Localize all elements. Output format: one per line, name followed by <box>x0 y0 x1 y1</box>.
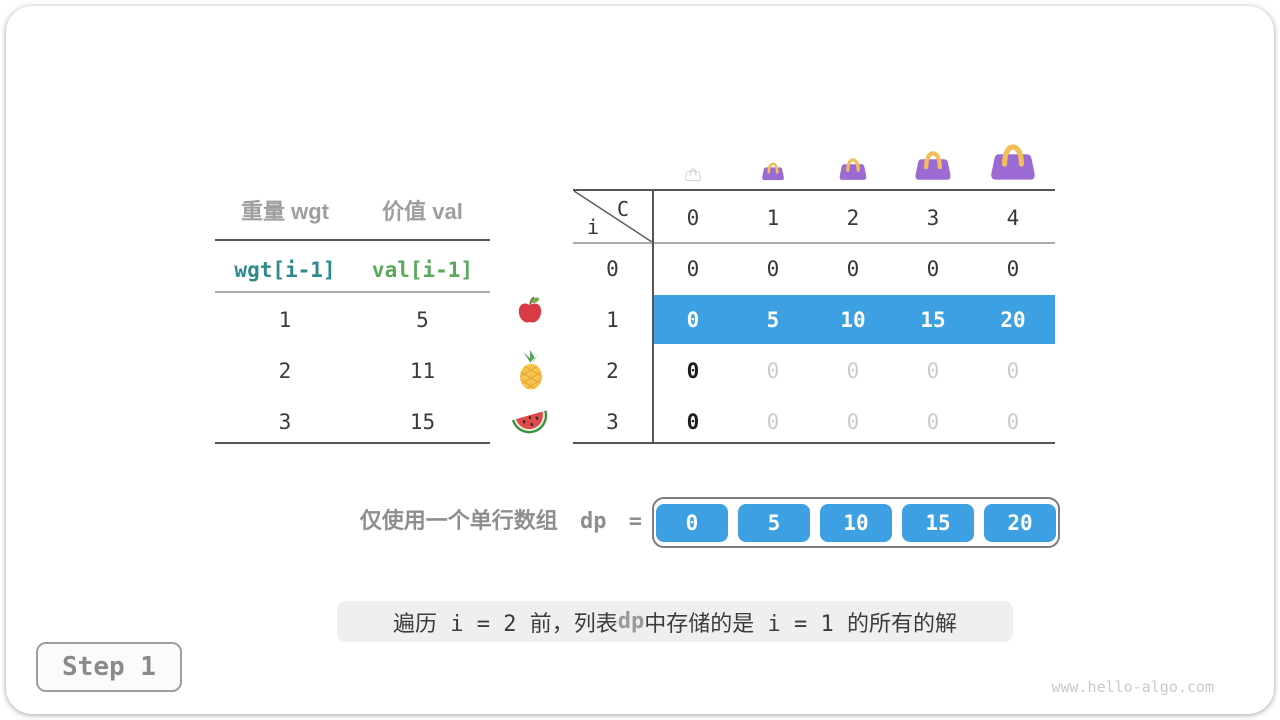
value-column-header: 价值 val <box>382 199 463 224</box>
empty-bag-icon <box>684 166 702 181</box>
weight-column-header: 重量 wgt <box>241 199 329 224</box>
value-subheader: val[i-1] <box>371 258 474 282</box>
dp-corner-diagonal <box>574 191 652 242</box>
dp-row-label: 3 <box>606 410 619 434</box>
capacity-header: 4 <box>1006 206 1020 230</box>
bag-icon <box>912 146 954 181</box>
dp-cell: 0 <box>846 410 860 434</box>
dp-cell: 15 <box>920 308 946 332</box>
dp-cell: 0 <box>846 257 860 281</box>
items-table-mid-rule <box>215 291 490 293</box>
dp-cell: 0 <box>686 257 700 281</box>
dp-array-cell: 10 <box>820 503 892 542</box>
dp-corner-capacity-label: C <box>616 197 630 221</box>
capacity-header: 2 <box>846 206 860 230</box>
dp-array-label: 仅使用一个单行数组 dp = <box>300 507 642 537</box>
dp-cell: 0 <box>686 410 700 434</box>
step-badge: Step 1 <box>36 642 182 692</box>
dp-cell: 0 <box>686 359 700 383</box>
dp-array-label-equals: = <box>628 509 642 534</box>
capacity-header: 3 <box>926 206 940 230</box>
dp-cell: 0 <box>926 359 940 383</box>
dp-cell: 20 <box>1000 308 1026 332</box>
dp-cell: 0 <box>766 359 780 383</box>
dp-row-label: 1 <box>606 308 619 332</box>
dp-table-vertical-rule <box>652 189 654 444</box>
figure-card <box>6 6 1274 714</box>
caption-part2: 中存储的是 i = 1 的所有的解 <box>644 611 957 637</box>
dp-cell: 5 <box>766 308 780 332</box>
dp-array-cell: 5 <box>738 503 810 542</box>
dp-cell: 0 <box>926 410 940 434</box>
capacity-header: 1 <box>766 206 780 230</box>
item-weight-cell: 3 <box>278 410 292 434</box>
caption: 遍历 i = 2 前，列表 dp 中存储的是 i = 1 的所有的解 <box>337 601 1013 642</box>
apple-icon <box>513 293 559 339</box>
dp-cell: 0 <box>766 257 780 281</box>
dp-cell: 0 <box>926 257 940 281</box>
dp-array-box: 0 5 10 15 20 <box>652 497 1060 548</box>
dp-table-top-rule <box>573 189 1055 191</box>
dp-array-cell: 15 <box>902 503 974 542</box>
dp-row-label: 2 <box>606 359 619 383</box>
dp-array-cell: 0 <box>656 503 728 542</box>
dp-array-cell: 20 <box>984 503 1056 542</box>
item-weight-cell: 2 <box>278 359 292 383</box>
watermark: www.hello-algo.com <box>1051 678 1214 696</box>
dp-cell: 0 <box>1006 359 1020 383</box>
dp-table-bottom-rule <box>573 442 1055 444</box>
bag-icon <box>987 138 1039 181</box>
dp-row-label: 0 <box>606 257 619 281</box>
item-value-cell: 15 <box>409 410 436 434</box>
caption-part1: 遍历 i = 2 前，列表 <box>393 611 618 637</box>
dp-array-label-text: 仅使用一个单行数组 <box>359 509 558 534</box>
item-weight-cell: 1 <box>278 308 292 332</box>
dp-array-label-code: dp <box>580 509 607 534</box>
pineapple-icon <box>512 348 558 394</box>
dp-cell: 0 <box>766 410 780 434</box>
items-table-top-rule <box>215 239 490 241</box>
highlighted-row-background <box>654 295 1055 344</box>
weight-subheader: wgt[i-1] <box>234 258 336 282</box>
dp-cell: 10 <box>840 308 866 332</box>
bag-icon <box>837 154 869 181</box>
item-value-cell: 11 <box>409 359 436 383</box>
caption-code: dp <box>617 609 645 634</box>
dp-cell: 0 <box>1006 257 1020 281</box>
item-value-cell: 5 <box>416 308 429 332</box>
dp-table-header-rule <box>573 242 1055 244</box>
dp-cell: 0 <box>1006 410 1020 434</box>
dp-corner-index-label: i <box>586 215 600 239</box>
watermelon-icon <box>508 402 554 448</box>
dp-cell: 0 <box>846 359 860 383</box>
dp-cell: 0 <box>686 308 700 332</box>
capacity-header: 0 <box>686 206 700 230</box>
items-table-bottom-rule <box>215 442 490 444</box>
bag-icon <box>760 159 786 181</box>
